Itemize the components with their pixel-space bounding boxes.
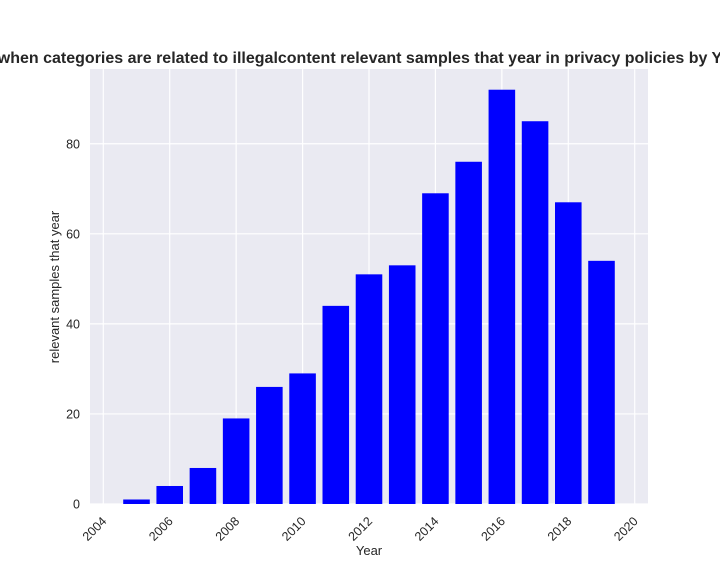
bar — [256, 386, 283, 504]
x-tick-label: 2012 — [346, 514, 376, 544]
y-axis-label: relevant samples that year — [47, 210, 62, 363]
bar — [123, 499, 150, 504]
x-tick-label: 2008 — [213, 514, 243, 544]
x-tick-label: 2014 — [412, 514, 442, 544]
y-tick-label: 60 — [66, 227, 80, 241]
chart-title: when categories are related to illegalco… — [0, 50, 720, 67]
y-tick-label: 0 — [73, 498, 80, 512]
bar — [322, 305, 350, 504]
bar — [422, 193, 449, 505]
bars — [123, 89, 615, 505]
bar — [455, 161, 482, 504]
bar — [588, 260, 615, 504]
x-tick-label: 2016 — [478, 514, 508, 544]
x-tick-label: 2004 — [80, 514, 110, 544]
y-tick-label: 20 — [66, 407, 80, 421]
x-axis-ticks: 2004 2006 2008 2010 2012 2014 2016 2018 2020 — [80, 514, 641, 544]
bar — [388, 265, 416, 504]
bar — [222, 418, 250, 504]
y-tick-label: 80 — [66, 137, 80, 151]
x-tick-label: 2018 — [545, 514, 575, 544]
bar — [156, 485, 183, 504]
x-axis-label: Year — [356, 543, 383, 558]
y-tick-label: 40 — [66, 317, 80, 331]
bar — [521, 121, 549, 504]
bar — [355, 274, 383, 504]
x-tick-label: 2020 — [611, 514, 641, 544]
bar — [555, 202, 582, 504]
y-axis-ticks: 0 20 40 60 80 — [66, 137, 80, 511]
bar — [189, 467, 217, 504]
x-tick-label: 2006 — [146, 514, 176, 544]
bar — [289, 373, 316, 504]
bar — [488, 89, 516, 504]
x-tick-label: 2010 — [279, 514, 309, 544]
